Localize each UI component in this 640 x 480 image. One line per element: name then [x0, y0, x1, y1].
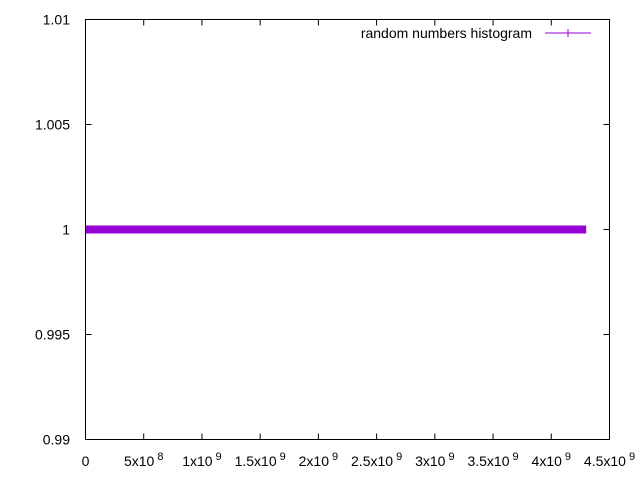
x-tick-label: 1x10 9	[182, 451, 221, 469]
x-tick-label: 2x10 9	[299, 451, 338, 469]
plot-border	[85, 19, 610, 440]
legend-label: random numbers histogram	[361, 25, 532, 41]
legend: random numbers histogram	[361, 25, 591, 41]
y-tick-label: 0.995	[35, 327, 70, 343]
y-tick-label: 0.99	[43, 432, 70, 448]
x-tick-label: 3.5x10 9	[467, 451, 518, 469]
y-tick-label: 1.01	[43, 12, 70, 28]
y-tick-label: 1.005	[35, 117, 70, 133]
x-tick-label: 5x10 8	[124, 451, 163, 469]
x-tick-label: 4x10 9	[532, 451, 571, 469]
y-tick-label: 1	[62, 222, 70, 238]
x-tick-label: 3x10 9	[415, 451, 454, 469]
x-tick-label: 4.5x10 9	[584, 451, 635, 469]
x-tick-label: 2.5x10 9	[351, 451, 402, 469]
x-tick-label: 1.5x10 9	[235, 451, 286, 469]
x-tick-label: 0	[82, 453, 90, 469]
